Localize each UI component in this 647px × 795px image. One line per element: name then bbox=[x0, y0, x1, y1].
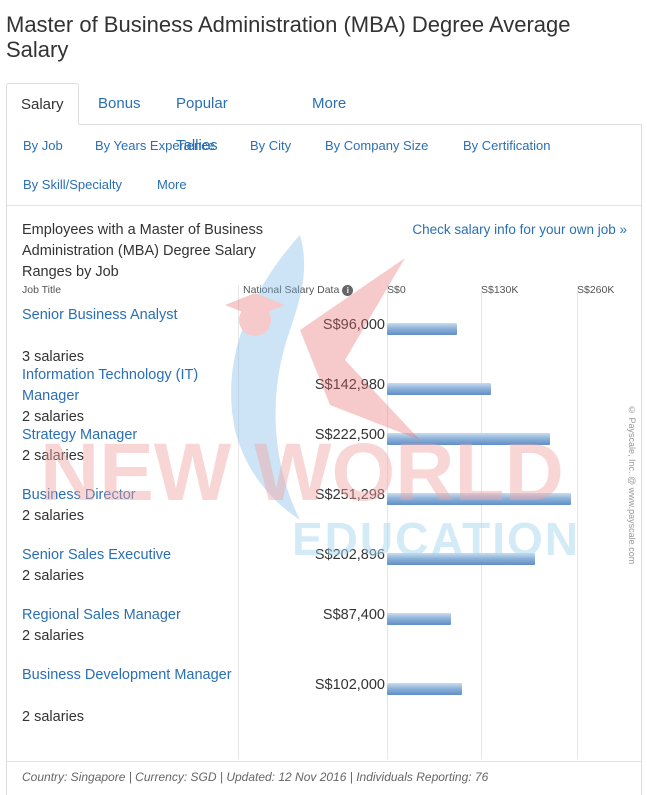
salary-value-label: S$202,896 bbox=[314, 547, 385, 563]
chart-title: Employees with a Master of Business Admi… bbox=[22, 222, 263, 280]
salary-value-label: S$96,000 bbox=[322, 317, 385, 333]
info-icon[interactable]: i bbox=[342, 284, 354, 296]
salary-value-label: S$222,500 bbox=[314, 427, 385, 443]
copyright-text: © Payscale, Inc. @ www.payscale.com bbox=[627, 405, 637, 565]
salary-count: 2 salaries bbox=[22, 508, 85, 524]
gridline-zero bbox=[387, 285, 388, 759]
x-tick-label: S$130K bbox=[481, 284, 519, 296]
gridline-mid bbox=[481, 285, 482, 759]
subnav-by-years-experience[interactable]: By Years Experience bbox=[95, 138, 215, 153]
tab-salary[interactable]: Salary bbox=[6, 83, 79, 125]
subnav-by-job[interactable]: By Job bbox=[23, 138, 63, 153]
job-title-link[interactable]: Strategy Manager bbox=[22, 427, 138, 443]
salary-count: 2 salaries bbox=[22, 448, 85, 464]
job-title-link[interactable]: Information Technology (IT) Manager bbox=[22, 367, 199, 404]
job-title-link[interactable]: Business Development Manager bbox=[22, 667, 232, 683]
salary-bar[interactable] bbox=[387, 383, 491, 395]
salary-bar[interactable] bbox=[387, 553, 535, 565]
salary-count: 3 salaries bbox=[22, 349, 85, 365]
gridline-max bbox=[577, 285, 578, 759]
salary-value-label: S$251,298 bbox=[314, 487, 385, 503]
column-header-national-salary-label: National Salary Data bbox=[243, 284, 340, 296]
salary-value-label: S$142,980 bbox=[314, 377, 385, 393]
check-salary-link[interactable]: Check salary info for your own job » bbox=[412, 222, 627, 237]
salary-bar[interactable] bbox=[387, 433, 550, 445]
subnav-by-certification[interactable]: By Certification bbox=[463, 138, 551, 153]
subnav-by-skill-specialty[interactable]: By Skill/Specialty bbox=[23, 177, 122, 192]
column-divider bbox=[238, 285, 239, 759]
salary-count: 2 salaries bbox=[22, 709, 85, 725]
column-header-national-salary: National Salary Data i bbox=[243, 284, 354, 296]
salary-value-label: S$102,000 bbox=[314, 677, 385, 693]
tab-bonus[interactable]: Bonus bbox=[98, 95, 141, 112]
subnav-divider bbox=[7, 205, 641, 206]
subnav-more[interactable]: More bbox=[157, 177, 187, 192]
salary-value-label: S$87,400 bbox=[322, 607, 385, 623]
column-header-job-title: Job Title bbox=[22, 284, 62, 296]
footer-info: Country: Singapore | Currency: SGD | Upd… bbox=[7, 761, 641, 784]
tab-popular-tallies[interactable]: Popular Tallies bbox=[176, 95, 228, 154]
job-title-link[interactable]: Senior Sales Executive bbox=[22, 547, 172, 563]
tab-more[interactable]: More bbox=[312, 95, 347, 112]
salary-panel: By Job By Years Experience By City By Co… bbox=[6, 124, 642, 795]
x-tick-label: S$0 bbox=[387, 284, 406, 296]
job-title-link[interactable]: Senior Business Analyst bbox=[22, 307, 178, 323]
salary-count: 2 salaries bbox=[22, 628, 85, 644]
job-title-link[interactable]: Regional Sales Manager bbox=[22, 607, 181, 623]
job-title-link[interactable]: Business Director bbox=[22, 487, 136, 503]
page-title: Master of Business Administration (MBA) … bbox=[6, 12, 571, 62]
subnav-by-city[interactable]: By City bbox=[250, 138, 292, 153]
salary-count: 2 salaries bbox=[22, 409, 85, 425]
subnav-by-company-size[interactable]: By Company Size bbox=[325, 138, 429, 153]
salary-bar[interactable] bbox=[387, 323, 457, 335]
salary-bar[interactable] bbox=[387, 613, 451, 625]
salary-bar[interactable] bbox=[387, 683, 462, 695]
x-tick-label: S$260K bbox=[577, 284, 615, 296]
salary-bar[interactable] bbox=[387, 493, 571, 505]
salary-count: 2 salaries bbox=[22, 568, 85, 584]
